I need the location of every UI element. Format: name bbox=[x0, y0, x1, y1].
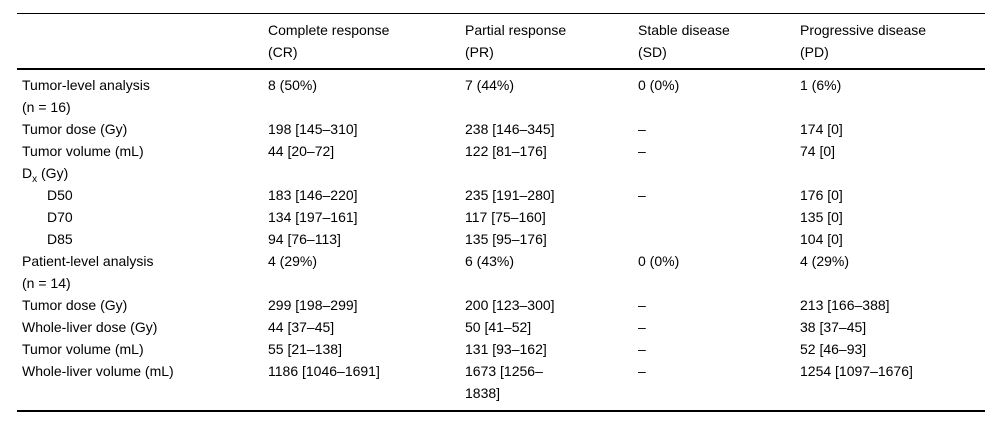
cell-value: 50 [41–52] bbox=[465, 319, 532, 335]
cell-value: 134 [197–161] bbox=[268, 209, 358, 225]
row-label: Tumor volume (mL) bbox=[22, 143, 144, 159]
cell-value: – bbox=[638, 341, 646, 357]
cell-value: 44 [37–45] bbox=[268, 319, 335, 335]
table-header: Complete response (CR) Partial response (… bbox=[17, 14, 985, 70]
row-label: D85 bbox=[47, 231, 73, 247]
row-label: Tumor volume (mL) bbox=[22, 341, 144, 357]
cell-value: 299 [198–299] bbox=[268, 297, 358, 313]
cell-value: 4 (29%) bbox=[800, 253, 850, 269]
cell-value: 238 [146–345] bbox=[465, 121, 555, 137]
row-label: Tumor-level analysis (n = 16) bbox=[22, 77, 150, 115]
column-header-2: Partial response (PR) bbox=[465, 22, 567, 60]
cell-value: 174 [0] bbox=[800, 121, 843, 137]
cell-value bbox=[800, 162, 985, 184]
row-label: Whole-liver volume (mL) bbox=[22, 363, 174, 379]
cell-value: 117 [75–160] bbox=[465, 209, 546, 225]
table-row: Tumor volume (mL) 44 [20–72] 122 [81–176] –… bbox=[17, 140, 985, 162]
cell-value: 198 [145–310] bbox=[268, 121, 358, 137]
cell-value: 94 [76–113] bbox=[268, 231, 341, 247]
cell-value: 104 [0] bbox=[800, 231, 843, 247]
table-row: Tumor-level analysis (n = 16) 8 (50%) 7 (4… bbox=[17, 69, 985, 118]
cell-value: 200 [123–300] bbox=[465, 297, 555, 313]
cell-value: 7 (44%) bbox=[465, 77, 515, 93]
cell-value: 1 (6%) bbox=[800, 77, 842, 93]
cell-value: 131 [93–162] bbox=[465, 341, 547, 357]
cell-value: 38 [37–45] bbox=[800, 319, 867, 335]
table-row: Tumor volume (mL) 55 [21–138] 131 [93–162]… bbox=[17, 338, 985, 360]
cell-value: 122 [81–176] bbox=[465, 143, 547, 159]
cell-value: 213 [166–388] bbox=[800, 297, 890, 313]
cell-value: 6 (43%) bbox=[465, 253, 515, 269]
response-outcomes-table: Complete response (CR) Partial response (… bbox=[17, 13, 985, 412]
row-label-subscript: x bbox=[32, 173, 38, 184]
cell-value bbox=[638, 162, 800, 184]
cell-value: 0 (0%) bbox=[638, 253, 680, 269]
cell-value: 183 [146–220] bbox=[268, 187, 358, 203]
table-row: Tumor dose (Gy) 198 [145–310] 238 [146–345… bbox=[17, 118, 985, 140]
column-header-3: Stable disease (SD) bbox=[638, 22, 730, 60]
cell-value: 74 [0] bbox=[800, 143, 836, 159]
row-label: Dx (Gy) bbox=[22, 165, 69, 184]
table-row: D85 94 [76–113] 135 [95–176] 104 [0] bbox=[17, 228, 985, 250]
cell-value: 176 [0] bbox=[800, 187, 843, 203]
cell-value: – bbox=[638, 187, 646, 203]
column-header-4: Progressive disease (PD) bbox=[800, 22, 927, 60]
cell-value: 135 [0] bbox=[800, 209, 843, 225]
table-body: Tumor-level analysis (n = 16) 8 (50%) 7 (4… bbox=[17, 69, 985, 411]
table-row: Whole-liver volume (mL) 1186 [1046–1691] 1… bbox=[17, 360, 985, 411]
cell-value: – bbox=[638, 319, 646, 335]
row-label: D50 bbox=[47, 187, 73, 203]
row-label: Tumor dose (Gy) bbox=[22, 297, 128, 313]
cell-value bbox=[638, 228, 800, 250]
cell-value: – bbox=[638, 363, 646, 379]
row-label: Patient-level analysis (n = 14) bbox=[22, 253, 154, 291]
cell-value: 1186 [1046–1691] bbox=[268, 363, 380, 379]
column-header-1: Complete response (CR) bbox=[268, 22, 390, 60]
cell-value: 44 [20–72] bbox=[268, 143, 335, 159]
table-row: Whole-liver dose (Gy) 44 [37–45] 50 [41–52… bbox=[17, 316, 985, 338]
table-row: D70 134 [197–161] 117 [75–160] 135 [0] bbox=[17, 206, 985, 228]
table-row: Tumor dose (Gy) 299 [198–299] 200 [123–300… bbox=[17, 294, 985, 316]
cell-value: 4 (29%) bbox=[268, 253, 318, 269]
row-label: Whole-liver dose (Gy) bbox=[22, 319, 158, 335]
cell-value: 52 [46–93] bbox=[800, 341, 867, 357]
cell-value: – bbox=[638, 297, 646, 313]
cell-value bbox=[268, 162, 465, 184]
cell-value: 0 (0%) bbox=[638, 77, 680, 93]
cell-value: – bbox=[638, 143, 646, 159]
header-row-label-cell bbox=[17, 14, 268, 70]
table-row: D50 183 [146–220] 235 [191–280] – 176 [0] bbox=[17, 184, 985, 206]
cell-value bbox=[638, 206, 800, 228]
cell-value: 235 [191–280] bbox=[465, 187, 555, 203]
table-row: Patient-level analysis (n = 14) 4 (29%) 6 … bbox=[17, 250, 985, 294]
cell-value: – bbox=[638, 121, 646, 137]
cell-value: 8 (50%) bbox=[268, 77, 318, 93]
cell-value bbox=[465, 162, 638, 184]
cell-value: 1254 [1097–1676] bbox=[800, 363, 913, 379]
row-label: D70 bbox=[47, 209, 73, 225]
header-row: Complete response (CR) Partial response (… bbox=[17, 14, 985, 70]
cell-value: 135 [95–176] bbox=[465, 231, 547, 247]
row-label: Tumor dose (Gy) bbox=[22, 121, 128, 137]
cell-value: 55 [21–138] bbox=[268, 341, 342, 357]
cell-value: 1673 [1256– 1838] bbox=[465, 363, 543, 401]
table-row: Dx (Gy) bbox=[17, 162, 985, 184]
